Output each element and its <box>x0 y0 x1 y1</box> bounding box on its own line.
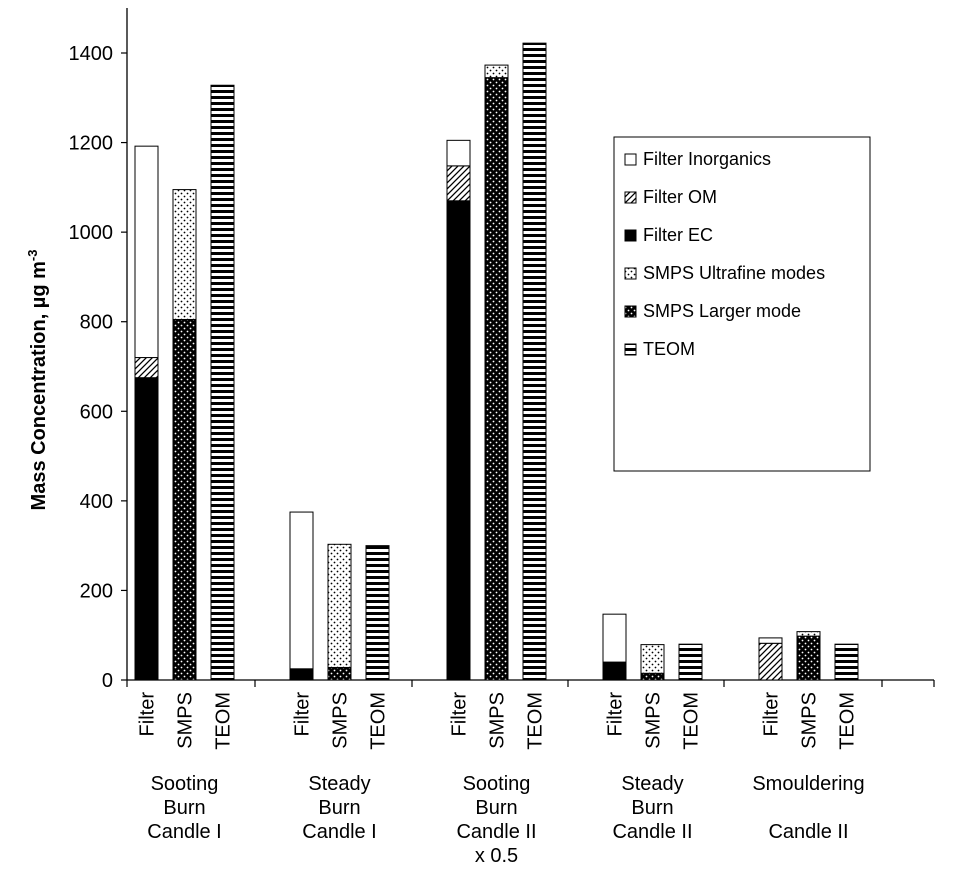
axes: 0 200 400 600 800 1000 1200 1400 <box>69 8 935 692</box>
bar-segment-filter-ec <box>446 200 471 681</box>
bar-segment-smps-larger-mode <box>796 635 821 681</box>
group-label-line: Burn <box>318 797 360 819</box>
group-label-line: Candle II <box>768 821 848 843</box>
bar-category-label: TEOM <box>837 692 859 750</box>
legend-swatch <box>624 229 637 242</box>
group-label-line: Sooting <box>151 773 219 795</box>
bar-segment-filter-ec <box>134 377 159 681</box>
bar-category-label: SMPS <box>330 692 352 749</box>
bar-category-label: TEOM <box>368 692 390 750</box>
group-label-line: Candle II <box>612 821 692 843</box>
bar-category-label: Filter <box>137 692 159 737</box>
legend: Filter Inorganics Filter OM Filter EC SMPS … <box>613 136 871 472</box>
bar-category-label: TEOM <box>681 692 703 750</box>
bar-segment-filter-inorganics <box>289 511 314 670</box>
bar-segment-filter-om <box>758 642 783 681</box>
bar-category-label: Filter <box>449 692 471 737</box>
y-tick-label: 800 <box>80 312 113 334</box>
y-tick-label: 200 <box>80 580 113 602</box>
bar-segment-filter-om <box>134 357 159 379</box>
bar-category-label: TEOM <box>525 692 547 750</box>
legend-label: Filter EC <box>643 225 713 245</box>
group-label-line: Steady <box>308 773 370 795</box>
legend-swatch <box>624 305 637 318</box>
bars <box>134 42 859 681</box>
group-label-line: Candle II <box>456 821 536 843</box>
group-label-line: Burn <box>631 797 673 819</box>
legend-label: Filter Inorganics <box>643 149 771 169</box>
group-label-line: Steady <box>621 773 683 795</box>
bar-segment-smps-ultrafine-modes <box>640 644 665 674</box>
bar-segment-filter-inorganics <box>446 139 471 167</box>
group-label-line: Smouldering <box>752 773 864 795</box>
legend-box <box>613 136 871 472</box>
bar-category-label: Filter <box>292 692 314 737</box>
bar-segment-smps-ultrafine-modes <box>327 543 352 668</box>
bar-segment-smps-larger-mode <box>640 672 665 681</box>
bar-category-label: SMPS <box>175 692 197 749</box>
bar-segment-filter-om <box>446 165 471 202</box>
bar-category-label: Filter <box>605 692 627 737</box>
bar-segment-smps-ultrafine-modes <box>172 189 197 320</box>
bar-segment-smps-ultrafine-modes <box>796 631 821 637</box>
y-tick-label: 600 <box>80 401 113 423</box>
legend-label: TEOM <box>643 339 695 359</box>
y-tick-label: 1000 <box>69 222 114 244</box>
bar-segment-smps-ultrafine-modes <box>484 64 509 79</box>
bar-category-label: SMPS <box>487 692 509 749</box>
y-axis-label: Mass Concentration, µg m-3 <box>25 250 50 511</box>
group-label-line: Burn <box>163 797 205 819</box>
bar-segment-teom <box>678 643 703 681</box>
bar-segment-smps-larger-mode <box>327 666 352 681</box>
bar-segment-teom <box>210 84 235 681</box>
bar-segment-filter-ec <box>602 661 627 681</box>
bar-category-label: Filter <box>761 692 783 737</box>
group-label-line: Burn <box>475 797 517 819</box>
legend-label: SMPS Larger mode <box>643 301 801 321</box>
bar-segment-smps-larger-mode <box>172 318 197 681</box>
legend-swatch <box>624 191 637 204</box>
y-tick-label: 1200 <box>69 133 114 155</box>
y-tick-label: 1400 <box>69 43 114 65</box>
bar-segment-teom <box>522 42 547 681</box>
legend-label: SMPS Ultrafine modes <box>643 263 825 283</box>
bar-segment-filter-inorganics <box>758 637 783 644</box>
legend-swatch <box>624 153 637 166</box>
legend-swatch <box>624 343 637 356</box>
bar-segment-filter-ec <box>289 668 314 681</box>
bar-category-label: TEOM <box>213 692 235 750</box>
group-label-line: x 0.5 <box>475 845 518 867</box>
group-label-line: Candle I <box>147 821 222 843</box>
bar-segment-teom <box>834 643 859 681</box>
bar-category-label: SMPS <box>799 692 821 749</box>
legend-label: Filter OM <box>643 187 717 207</box>
group-label-line: Sooting <box>463 773 531 795</box>
bar-segment-smps-larger-mode <box>484 77 509 681</box>
y-tick-label: 0 <box>102 670 113 692</box>
group-label-line: Candle I <box>302 821 377 843</box>
bar-segment-filter-inorganics <box>134 145 159 359</box>
bar-segment-teom <box>365 545 390 681</box>
legend-swatch <box>624 267 637 280</box>
y-tick-label: 400 <box>80 491 113 513</box>
bar-segment-filter-inorganics <box>602 613 627 663</box>
bar-category-label: SMPS <box>643 692 665 749</box>
